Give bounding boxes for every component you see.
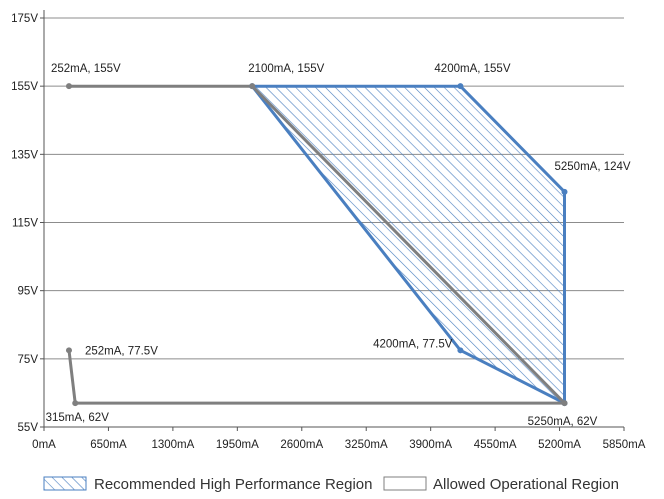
annotation-label: 252mA, 155V bbox=[51, 63, 121, 75]
x-tick-label: 1950mA bbox=[216, 439, 259, 451]
y-tick-label: 115V bbox=[12, 218, 38, 230]
legend-swatch-hatched bbox=[43, 476, 87, 491]
annotation-label: 5250mA, 62V bbox=[528, 416, 598, 428]
y-tick-label: 175V bbox=[11, 13, 38, 25]
annotation-label: 315mA, 62V bbox=[46, 412, 110, 424]
x-tick-label: 4550mA bbox=[474, 439, 517, 451]
legend: Recommended High Performance Region Allow… bbox=[43, 476, 619, 493]
data-point bbox=[72, 400, 79, 407]
y-tick-label: 55V bbox=[18, 422, 39, 434]
data-point bbox=[65, 347, 72, 354]
annotation-label: 5250mA, 124V bbox=[555, 161, 631, 173]
legend-label: Recommended High Performance Region bbox=[94, 476, 372, 493]
y-tick-label: 155V bbox=[11, 81, 38, 93]
annotation-label: 4200mA, 155V bbox=[434, 63, 510, 75]
points bbox=[65, 83, 568, 407]
y-tick-label: 95V bbox=[18, 286, 39, 298]
annotation-label: 2100mA, 155V bbox=[248, 63, 324, 75]
data-point bbox=[65, 83, 72, 90]
data-point bbox=[249, 83, 256, 90]
annotations: 252mA, 155V 2100mA, 155V 4200mA, 155V 5250m… bbox=[46, 63, 631, 428]
x-tick-label: 5200mA bbox=[538, 439, 581, 451]
annotation-label: 252mA, 77.5V bbox=[85, 345, 158, 357]
y-tick-label: 135V bbox=[11, 149, 38, 161]
x-tick-label: 3250mA bbox=[345, 439, 388, 451]
x-tick-label: 0mA bbox=[32, 439, 56, 451]
annotation-label: 4200mA, 77.5V bbox=[373, 338, 453, 350]
data-point bbox=[561, 400, 568, 407]
axes: 55V 75V 95V 115V 135V 155V 175V 0mA 650mA 1300mA 1… bbox=[11, 10, 646, 451]
legend-swatch-outline bbox=[383, 476, 427, 491]
legend-label: Allowed Operational Region bbox=[433, 476, 619, 493]
y-tick-label: 75V bbox=[18, 354, 39, 366]
x-tick-label: 1300mA bbox=[151, 439, 194, 451]
x-tick-label: 3900mA bbox=[409, 439, 452, 451]
x-tick-label: 650mA bbox=[90, 439, 127, 451]
data-point bbox=[457, 83, 464, 90]
x-tick-label: 2600mA bbox=[280, 439, 323, 451]
legend-item-recommended: Recommended High Performance Region bbox=[43, 476, 372, 493]
x-tick-label: 5850mA bbox=[603, 439, 646, 451]
data-point bbox=[561, 188, 568, 195]
legend-item-allowed: Allowed Operational Region bbox=[383, 476, 619, 493]
data-point bbox=[457, 347, 464, 354]
